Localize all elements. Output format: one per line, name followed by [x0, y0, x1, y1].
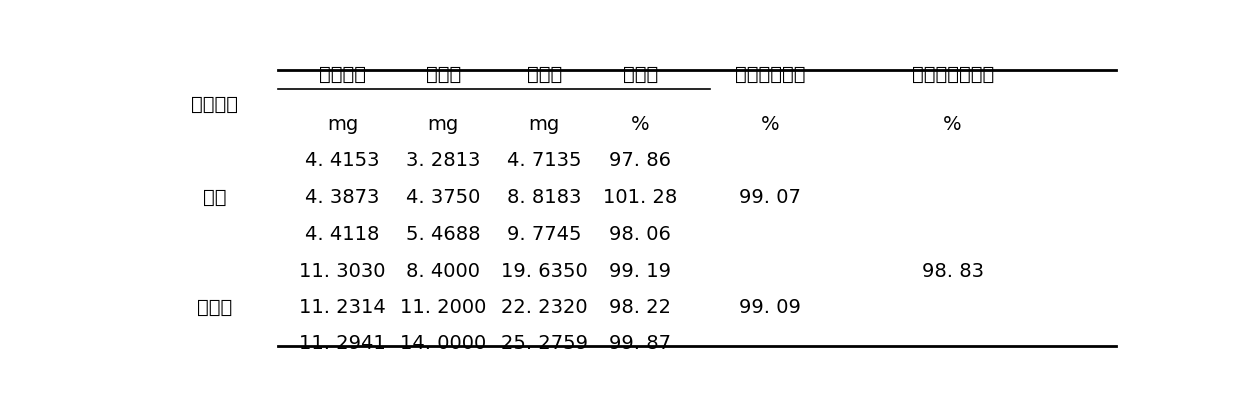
Text: 19. 6350: 19. 6350	[501, 262, 588, 281]
Text: 11. 2000: 11. 2000	[401, 298, 486, 317]
Text: mg: mg	[428, 115, 459, 134]
Text: 回收率平均值: 回收率平均值	[735, 65, 805, 84]
Text: mg: mg	[327, 115, 358, 134]
Text: 4. 4153: 4. 4153	[305, 151, 379, 170]
Text: 99. 09: 99. 09	[739, 298, 801, 317]
Text: 烟末含量: 烟末含量	[319, 65, 366, 84]
Text: 烤烟: 烤烟	[203, 188, 227, 207]
Text: 4. 4118: 4. 4118	[305, 225, 379, 244]
Text: 101. 28: 101. 28	[603, 188, 677, 207]
Text: 22. 2320: 22. 2320	[501, 298, 588, 317]
Text: 回收率: 回收率	[622, 65, 658, 84]
Text: 99. 19: 99. 19	[609, 262, 671, 281]
Text: 回收率总平均值: 回收率总平均值	[911, 65, 993, 84]
Text: 总含量: 总含量	[527, 65, 562, 84]
Text: 4. 3873: 4. 3873	[305, 188, 379, 207]
Text: 4. 3750: 4. 3750	[407, 188, 480, 207]
Text: 98. 22: 98. 22	[609, 298, 671, 317]
Text: 98. 06: 98. 06	[609, 225, 671, 244]
Text: 8. 8183: 8. 8183	[507, 188, 582, 207]
Text: %: %	[760, 115, 780, 134]
Text: 99. 07: 99. 07	[739, 188, 801, 207]
Text: 白肋烟: 白肋烟	[197, 298, 232, 317]
Text: 样品名称: 样品名称	[191, 95, 238, 114]
Text: 97. 86: 97. 86	[609, 151, 671, 170]
Text: 8. 4000: 8. 4000	[407, 262, 480, 281]
Text: 11. 2941: 11. 2941	[299, 334, 386, 353]
Text: 9. 7745: 9. 7745	[507, 225, 582, 244]
Text: 99. 87: 99. 87	[609, 334, 671, 353]
Text: 11. 3030: 11. 3030	[299, 262, 386, 281]
Text: 14. 0000: 14. 0000	[401, 334, 486, 353]
Text: 4. 7135: 4. 7135	[507, 151, 582, 170]
Text: 5. 4688: 5. 4688	[405, 225, 481, 244]
Text: 11. 2314: 11. 2314	[299, 298, 386, 317]
Text: %: %	[631, 115, 650, 134]
Text: 3. 2813: 3. 2813	[407, 151, 480, 170]
Text: 25. 2759: 25. 2759	[501, 334, 588, 353]
Text: mg: mg	[528, 115, 559, 134]
Text: 添加量: 添加量	[425, 65, 461, 84]
Text: %: %	[944, 115, 962, 134]
Text: 98. 83: 98. 83	[921, 262, 983, 281]
